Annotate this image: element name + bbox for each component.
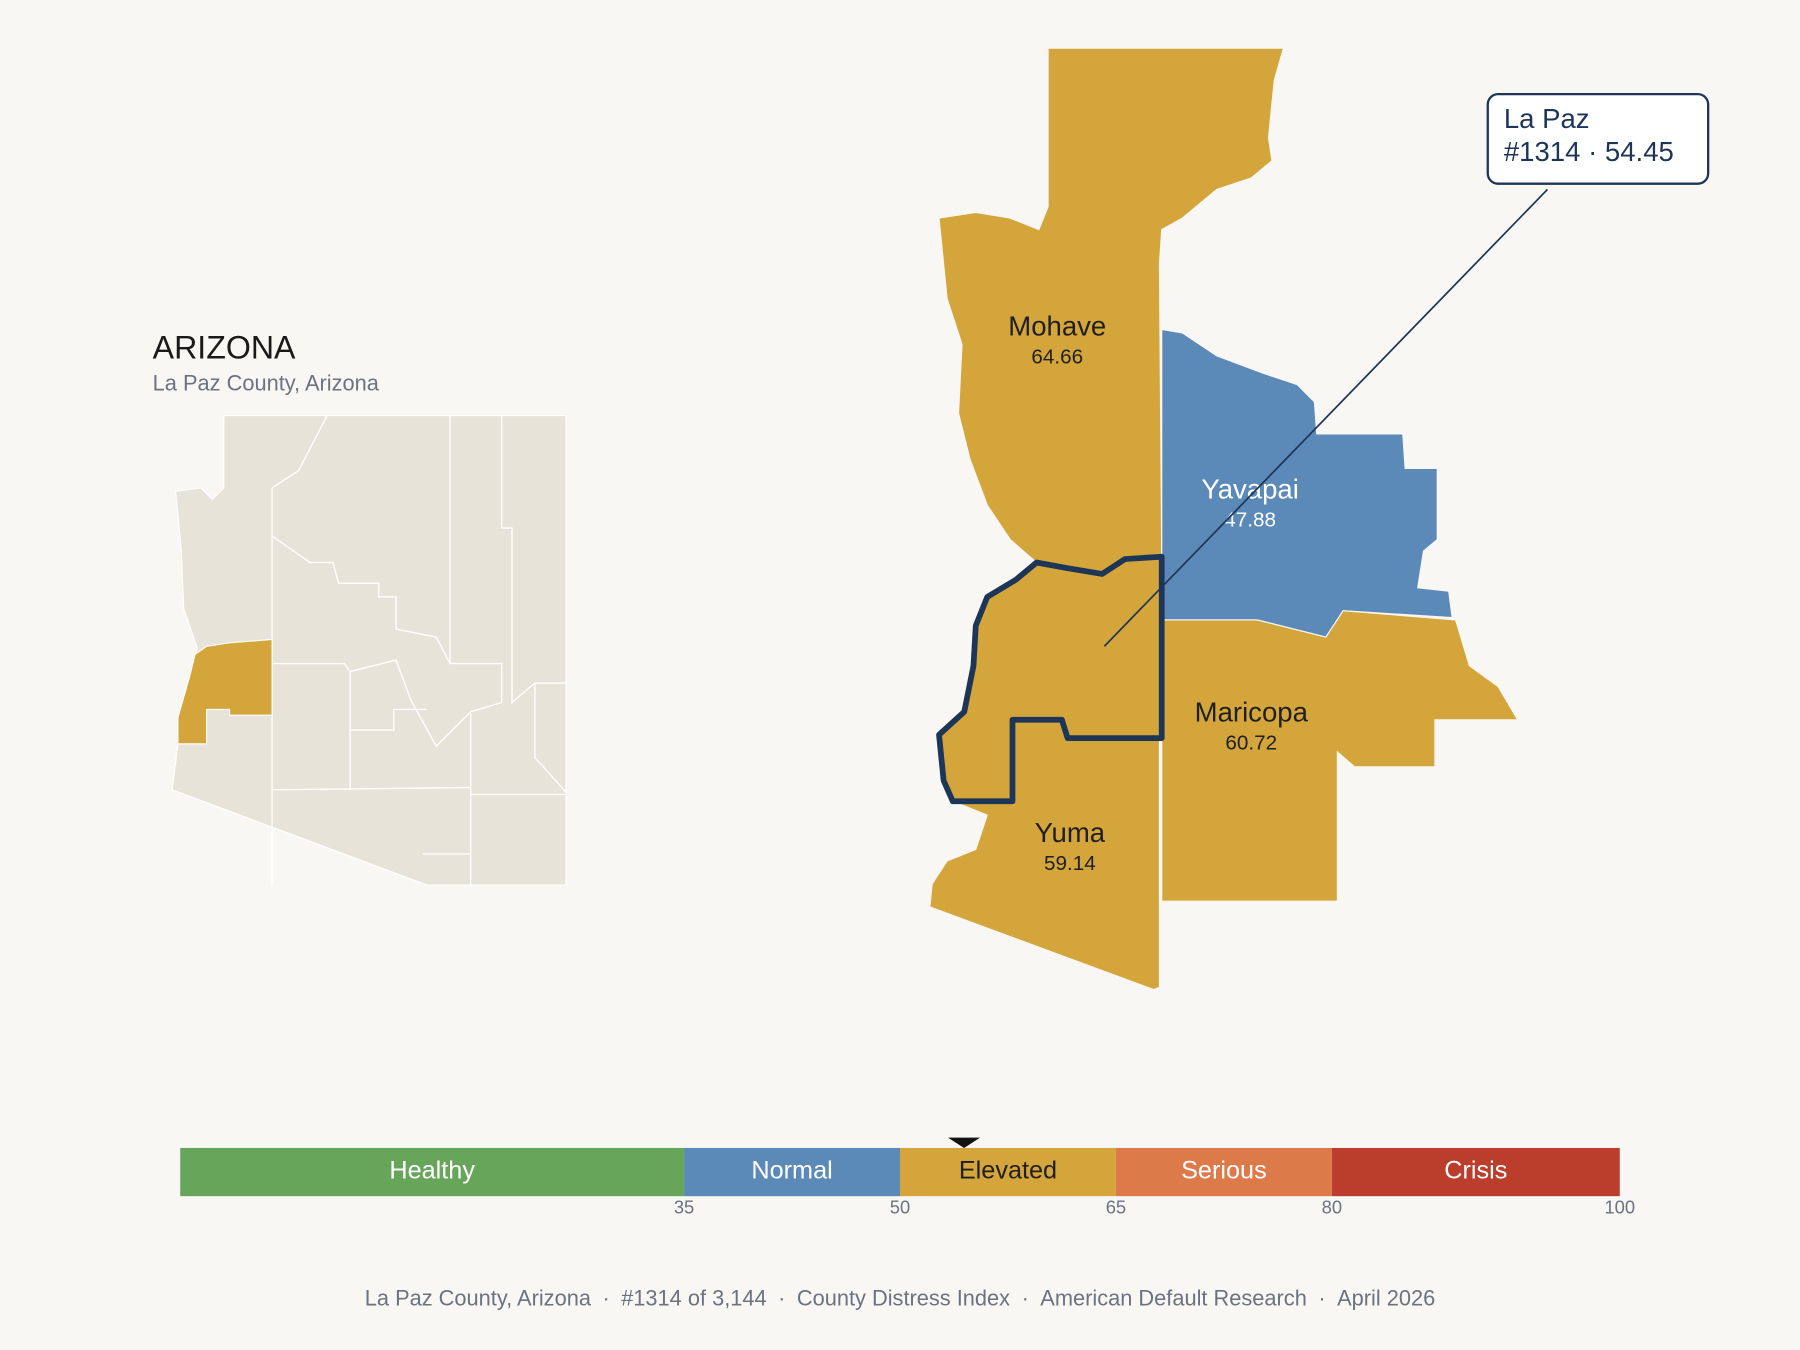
footer-item: American Default Research [1040,1285,1307,1310]
scale-band-label: Crisis [1444,1157,1507,1185]
footer-separator: · [778,1285,785,1310]
scale-bar: Healthy Normal Elevated Serious Crisis 35 50 65… [180,1137,1635,1218]
highlighted-county [936,553,1165,805]
scale-tick-label: 80 [1322,1197,1342,1218]
scale-band-label: Serious [1181,1157,1267,1185]
subtitle: La Paz County, Arizona [153,370,380,395]
county-map: Mohave 64.66 Yavapai 47.88 Maricopa 60.72 Yuma… [929,47,1519,991]
locator-highlight [177,638,273,745]
county-name: Yuma [1035,817,1106,848]
scale-tick-label: 35 [674,1197,694,1218]
footer-item: County Distress Index [797,1285,1010,1310]
footer-item: La Paz County, Arizona [365,1285,592,1310]
scale-band [1331,1147,1620,1197]
scale-band [180,1147,685,1197]
scale-band-label: Healthy [389,1157,475,1185]
scale-tick-label: 65 [1106,1197,1126,1218]
scale-band [1115,1147,1332,1197]
scale-band [900,1147,1116,1197]
county-name: Mohave [1008,311,1106,342]
callout-name: La Paz [1504,103,1590,134]
callout-box [1486,92,1710,185]
scale-tick-label: 100 [1604,1197,1635,1218]
scale-band [684,1147,900,1197]
county-value: 47.88 [1224,509,1276,532]
value-marker [947,1137,981,1148]
scale-band-label: Elevated [959,1157,1057,1185]
footer: La Paz County, Arizona · #1314 of 3,144 · Co… [365,1285,1435,1310]
county-value: 60.72 [1225,731,1277,754]
leader-line [1103,188,1549,647]
county-name: Yavapai [1201,474,1299,505]
footer-separator: · [1022,1285,1029,1310]
county-name: Maricopa [1195,696,1309,727]
county-value: 64.66 [1031,346,1083,369]
scale-band-label: Normal [751,1157,832,1185]
state-title: ARIZONA [153,330,296,366]
footer-separator: · [602,1285,609,1310]
footer-item: April 2026 [1337,1285,1435,1310]
locator-map [171,414,567,886]
callout-label: #1314 · 54.45 [1504,136,1674,167]
footer-item: #1314 of 3,144 [621,1285,766,1310]
scale-tick-label: 50 [890,1197,910,1218]
county-value: 59.14 [1044,852,1096,875]
callout: La Paz #1314 · 54.45 [1103,92,1710,647]
footer-separator: · [1318,1285,1325,1310]
county [1161,610,1519,902]
